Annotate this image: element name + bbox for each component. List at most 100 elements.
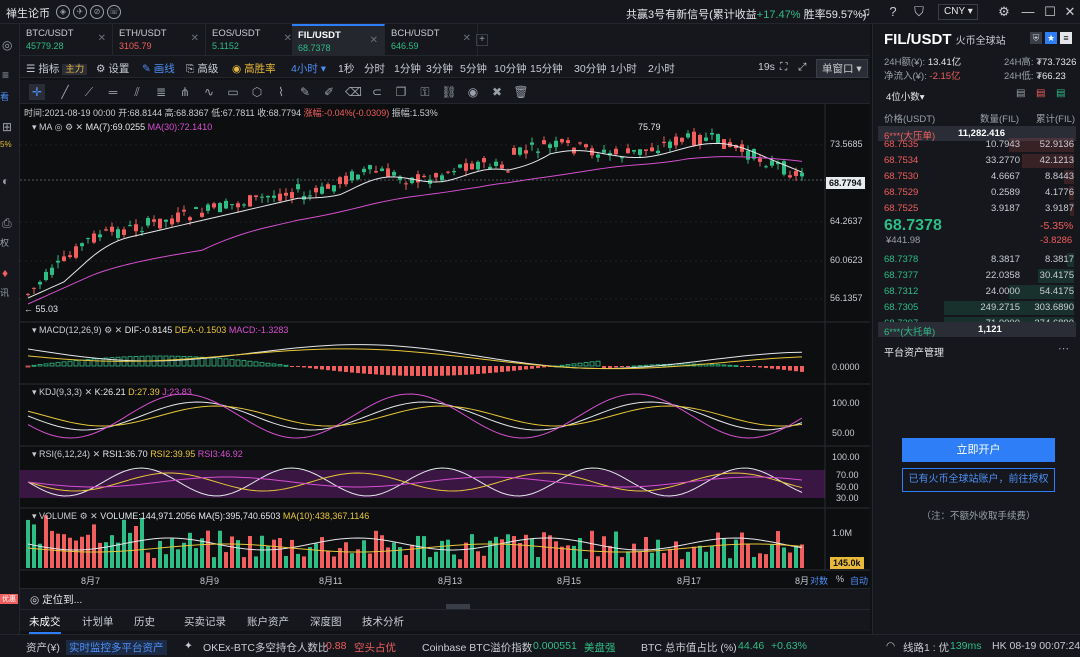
- close-icon[interactable]: ✕: [92, 449, 101, 459]
- btc-dominance-label[interactable]: BTC 总市值占比 (%): [641, 642, 737, 654]
- order-tab[interactable]: 历史: [134, 616, 155, 628]
- signal-notice[interactable]: 共赢3号有新信号(累计收益+17.47% 胜率59.57%): [626, 9, 867, 21]
- ask-row[interactable]: 68.7535 10.7943 52.9136: [880, 138, 1074, 152]
- horizontal-line-icon[interactable]: ═: [108, 85, 118, 99]
- top-bid-row[interactable]: 6***(大托单) 1,121: [878, 322, 1076, 338]
- period-option[interactable]: 分时: [364, 63, 385, 75]
- trash-icon[interactable]: 🗑: [513, 85, 529, 99]
- period-option[interactable]: 1小时: [610, 63, 637, 75]
- settings-icon[interactable]: ⚙: [104, 325, 113, 335]
- period-option[interactable]: 1分钟: [394, 63, 421, 75]
- draw-button[interactable]: ✎ 画线: [142, 63, 175, 75]
- rail-icon[interactable]: ◐: [2, 174, 10, 188]
- close-tab-icon[interactable]: ✕: [369, 35, 378, 46]
- minimize-icon[interactable]: —: [1021, 4, 1035, 19]
- settings-icon[interactable]: ⚙: [998, 4, 1010, 19]
- period-option[interactable]: 5分钟: [460, 63, 487, 75]
- monitor-link[interactable]: 实时监控多平台资产: [66, 640, 167, 655]
- magnet-icon[interactable]: ⊂: [371, 85, 383, 99]
- chart-area[interactable]: [20, 104, 870, 588]
- promo-badge[interactable]: 优惠: [0, 594, 18, 604]
- eye-icon[interactable]: ◎: [54, 122, 63, 132]
- collapse-icon[interactable]: ▾: [32, 511, 40, 521]
- line-status[interactable]: 线路1 : 优: [903, 642, 950, 654]
- orderbook-both-icon[interactable]: ▤: [1016, 88, 1026, 99]
- tab-btc-usdt[interactable]: BTC/USDT 45779.28 ✕: [20, 24, 113, 56]
- rail-label[interactable]: 权: [0, 238, 10, 248]
- collapse-icon[interactable]: ▾: [32, 325, 40, 335]
- ask-row[interactable]: 68.7530 4.6667 8.8443: [880, 170, 1074, 184]
- close-tab-icon[interactable]: ✕: [462, 33, 471, 44]
- log-scale-toggle[interactable]: 对数: [810, 576, 829, 586]
- resize-handle[interactable]: [446, 604, 470, 609]
- pitchfork-icon[interactable]: ⋔: [179, 85, 191, 99]
- close-icon[interactable]: ✕: [114, 325, 123, 335]
- ask-row[interactable]: 68.7534 33.2770 42.1213: [880, 154, 1074, 168]
- ray-tool-icon[interactable]: ⟋: [84, 85, 94, 99]
- close-icon[interactable]: ✕: [84, 387, 93, 397]
- eraser-icon[interactable]: ⌫: [345, 85, 362, 99]
- period-option[interactable]: 1秒: [338, 63, 355, 75]
- order-tab[interactable]: 深度图: [310, 616, 342, 628]
- fullscreen-icon[interactable]: ⛶: [780, 61, 788, 73]
- settings-icon[interactable]: ⚙: [79, 511, 88, 521]
- period-option[interactable]: 15分钟: [530, 63, 563, 75]
- menu-icon[interactable]: ≡: [1060, 32, 1072, 44]
- maximize-icon[interactable]: ☐: [1044, 4, 1056, 19]
- decimals-select[interactable]: 4位小数▾: [886, 92, 925, 103]
- rail-label[interactable]: 看: [0, 92, 10, 102]
- more-icon[interactable]: ⋯: [1058, 343, 1069, 355]
- compass-icon[interactable]: ⊘: [90, 5, 104, 19]
- link-icon[interactable]: ⛓: [441, 85, 457, 99]
- rail-icon[interactable]: ⊞: [2, 120, 13, 134]
- tab-eth-usdt[interactable]: ETH/USDT 3105.79 ✕: [113, 24, 206, 56]
- rail-label[interactable]: 讯: [0, 288, 10, 298]
- eye-icon[interactable]: ◉: [467, 85, 479, 99]
- copy-icon[interactable]: ❐: [395, 85, 407, 99]
- close-tab-icon[interactable]: ✕: [97, 33, 106, 44]
- crosshair-icon[interactable]: ✛: [29, 84, 45, 100]
- okex-ratio-label[interactable]: OKEx-BTC多空持仓人数比: [203, 642, 329, 654]
- expand-icon[interactable]: ⤢: [798, 61, 807, 73]
- bid-row[interactable]: 68.7305 249.2715 303.6890: [880, 301, 1074, 315]
- close-icon[interactable]: ✕: [1064, 4, 1076, 19]
- indicator-button[interactable]: ☰ 指标 主力: [26, 61, 88, 76]
- locate-button[interactable]: ◎ 定位到...: [30, 594, 83, 606]
- interval-select[interactable]: 4小时 ▾: [291, 63, 327, 75]
- kline-chart[interactable]: [20, 104, 870, 588]
- highlighter-icon[interactable]: ✐: [323, 85, 335, 99]
- rail-icon[interactable]: ♦: [2, 266, 9, 280]
- order-tab[interactable]: 未成交: [29, 614, 61, 634]
- period-option[interactable]: 3分钟: [426, 63, 453, 75]
- win-rate-button[interactable]: ◉ 高胜率: [232, 63, 276, 75]
- authorize-button[interactable]: 已有火币全球站账户，前往授权: [902, 468, 1055, 492]
- close-tab-icon[interactable]: ✕: [283, 33, 292, 44]
- close-tab-icon[interactable]: ✕: [190, 33, 199, 44]
- rectangle-tool-icon[interactable]: ▭: [227, 85, 239, 99]
- rail-icon[interactable]: ≡: [2, 68, 10, 82]
- wave-tool-icon[interactable]: ∿: [203, 85, 215, 99]
- settings-icon[interactable]: ⚙: [64, 122, 74, 132]
- bid-row[interactable]: 68.7312 24.0000 54.4175: [880, 285, 1074, 299]
- orderbook-bids-icon[interactable]: ▤: [1056, 88, 1066, 99]
- period-option[interactable]: 10分钟: [494, 63, 527, 75]
- period-option[interactable]: 30分钟: [574, 63, 607, 75]
- period-option[interactable]: 2小时: [648, 63, 675, 75]
- line-tool-icon[interactable]: ╱: [61, 85, 69, 99]
- shield-icon[interactable]: ⛨: [1030, 32, 1042, 44]
- auto-scale-toggle[interactable]: 自动: [850, 576, 869, 586]
- bell-icon[interactable]: ♫: [861, 4, 871, 19]
- telegram-icon[interactable]: ✈: [73, 5, 87, 19]
- close-icon[interactable]: ✕: [75, 122, 84, 132]
- tab-bch-usdt[interactable]: BCH/USDT 646.59 ✕: [385, 24, 478, 56]
- help-icon[interactable]: ?: [889, 4, 897, 19]
- pen-tool-icon[interactable]: ✎: [299, 85, 311, 99]
- bid-row[interactable]: 68.7378 8.3817 8.3817: [880, 253, 1074, 267]
- coinbase-premium-label[interactable]: Coinbase BTC溢价指数: [422, 642, 533, 654]
- brush-tool-icon[interactable]: ⌇: [278, 85, 284, 99]
- clear-icon[interactable]: ✖: [491, 85, 503, 99]
- parallel-tool-icon[interactable]: ⫽: [134, 85, 140, 99]
- order-tab[interactable]: 买卖记录: [184, 616, 226, 628]
- fib-tool-icon[interactable]: ≣: [155, 85, 167, 99]
- add-tab-icon[interactable]: +: [476, 34, 488, 46]
